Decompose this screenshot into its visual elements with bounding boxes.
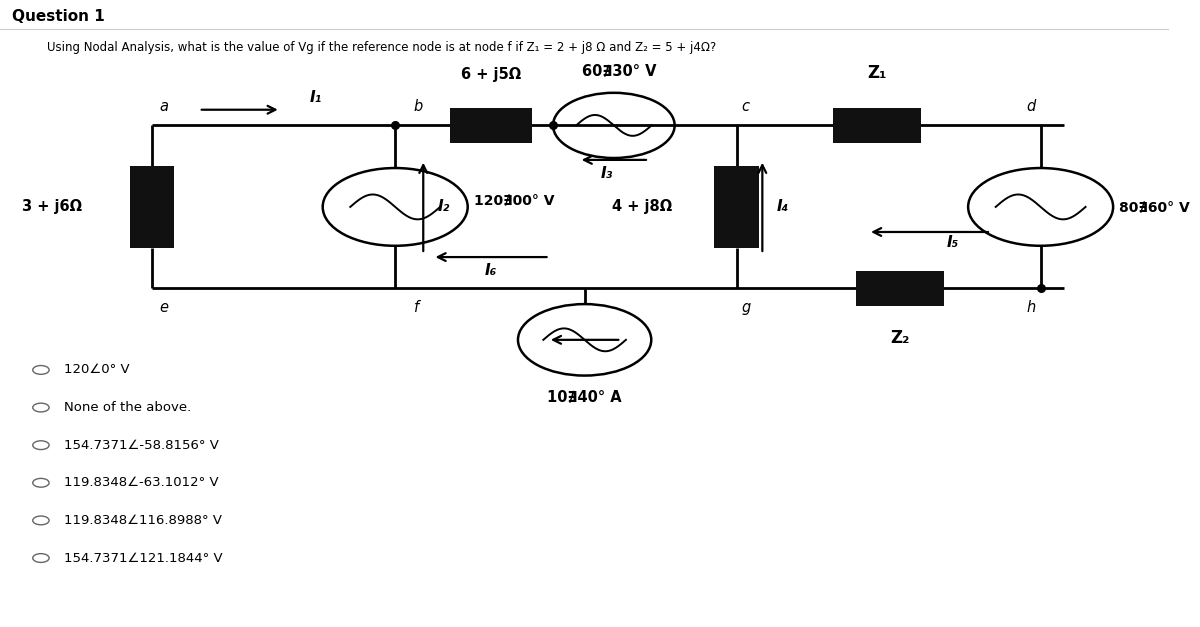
Text: I₁: I₁ <box>310 90 322 105</box>
Text: a: a <box>160 99 168 114</box>
Text: 154.7371∠-58.8156° V: 154.7371∠-58.8156° V <box>65 439 220 451</box>
Text: Using Nodal Analysis, what is the value of Vg if the reference node is at node f: Using Nodal Analysis, what is the value … <box>47 41 716 54</box>
Text: 154.7371∠121.1844° V: 154.7371∠121.1844° V <box>65 552 223 564</box>
Text: 3 + j6Ω: 3 + j6Ω <box>22 199 82 214</box>
Text: d: d <box>1026 99 1036 114</box>
Text: g: g <box>742 300 750 315</box>
Bar <box>833 108 920 142</box>
Text: I₅: I₅ <box>947 235 959 250</box>
Text: Z₁: Z₁ <box>868 63 887 82</box>
Text: I₄: I₄ <box>776 199 788 214</box>
Text: 119.8348∠116.8988° V: 119.8348∠116.8988° V <box>65 514 222 527</box>
Text: 60∄30° V: 60∄30° V <box>582 63 656 78</box>
Text: e: e <box>160 300 168 315</box>
Text: 10∄40° A: 10∄40° A <box>547 389 622 404</box>
Text: Question 1: Question 1 <box>12 9 104 24</box>
Text: 80∄60° V: 80∄60° V <box>1118 200 1189 214</box>
Text: 120∄00° V: 120∄00° V <box>474 194 554 208</box>
Bar <box>450 108 532 142</box>
Bar <box>857 271 944 305</box>
Text: Z₂: Z₂ <box>890 329 910 347</box>
Text: I₂: I₂ <box>437 199 450 214</box>
Text: h: h <box>1026 300 1036 315</box>
Text: 4 + j8Ω: 4 + j8Ω <box>612 199 672 214</box>
Bar <box>714 166 758 248</box>
Text: c: c <box>742 99 749 114</box>
Bar <box>130 166 174 248</box>
Text: I₃: I₃ <box>601 166 613 181</box>
Text: None of the above.: None of the above. <box>65 401 192 414</box>
Text: I₆: I₆ <box>485 263 497 278</box>
Text: 119.8348∠-63.1012° V: 119.8348∠-63.1012° V <box>65 477 218 489</box>
Text: 120∠0° V: 120∠0° V <box>65 364 130 376</box>
Text: f: f <box>414 300 419 315</box>
Text: 6 + j5Ω: 6 + j5Ω <box>461 66 521 82</box>
Text: b: b <box>414 99 424 114</box>
